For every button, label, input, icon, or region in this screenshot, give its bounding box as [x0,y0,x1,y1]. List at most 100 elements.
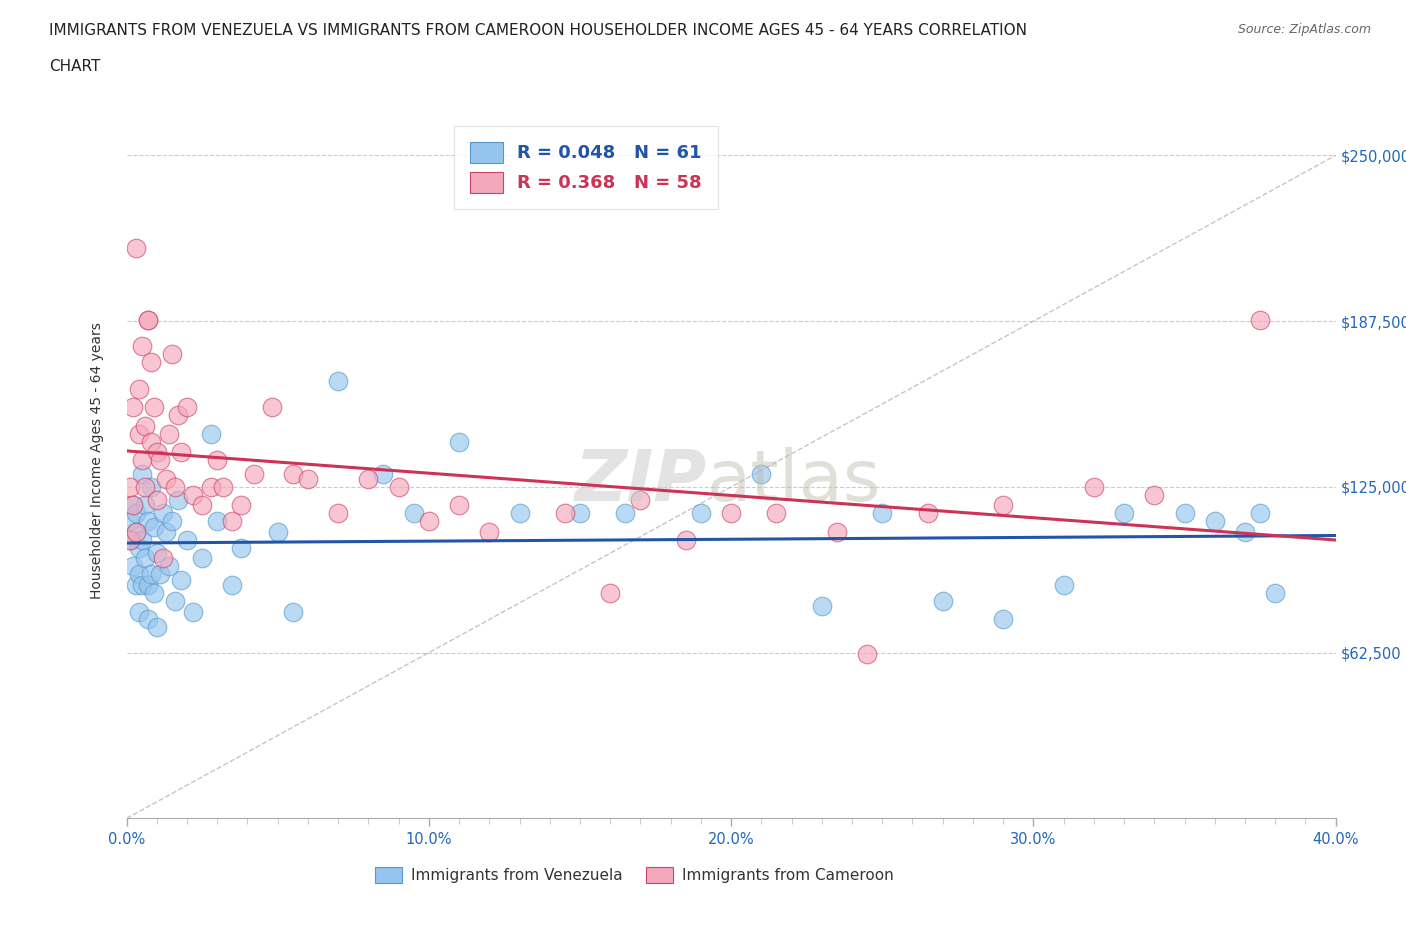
Point [221,578,243,592]
Point [478,525,501,539]
Point [124,578,146,592]
Point [155,472,177,486]
Point [1234,525,1257,539]
Point [993,612,1015,627]
Legend: Immigrants from Venezuela, Immigrants from Cameroon: Immigrants from Venezuela, Immigrants fr… [368,861,900,889]
Point [205,453,228,468]
Point [142,519,165,534]
Point [1264,586,1286,601]
Point [614,506,637,521]
Point [281,466,304,481]
Point [176,400,198,415]
Point [1249,312,1271,327]
Point [136,312,159,327]
Point [146,445,169,459]
Point [118,514,141,529]
Point [402,506,425,521]
Point [128,426,150,441]
Point [1114,506,1136,521]
Point [357,472,380,486]
Point [124,525,146,539]
Point [149,453,172,468]
Point [128,567,150,582]
Point [128,381,150,396]
Point [1249,506,1271,521]
Point [139,434,162,449]
Point [131,578,153,592]
Point [121,400,143,415]
Point [447,498,470,512]
Point [212,480,235,495]
Point [205,514,228,529]
Point [418,514,440,529]
Point [765,506,787,521]
Text: ZIP: ZIP [575,447,707,516]
Point [146,493,169,508]
Point [157,559,180,574]
Point [630,493,652,508]
Point [1143,487,1166,502]
Point [167,408,190,423]
Point [810,599,832,614]
Point [152,506,174,521]
Text: atlas: atlas [707,447,882,516]
Point [675,533,697,548]
Point [163,480,186,495]
Point [689,506,711,521]
Point [118,480,141,495]
Point [191,498,214,512]
Point [568,506,592,521]
Point [373,466,395,481]
Point [136,514,159,529]
Y-axis label: Householder Income Ages 45 - 64 years: Householder Income Ages 45 - 64 years [90,322,104,599]
Point [326,506,350,521]
Point [917,506,939,521]
Text: CHART: CHART [49,59,101,73]
Point [139,567,162,582]
Point [1204,514,1226,529]
Point [155,525,177,539]
Point [181,487,204,502]
Point [599,586,621,601]
Point [170,572,193,587]
Point [124,506,146,521]
Point [388,480,411,495]
Point [1053,578,1076,592]
Point [231,540,253,555]
Point [181,604,204,619]
Point [149,567,172,582]
Point [242,466,264,481]
Point [176,533,198,548]
Point [200,426,222,441]
Point [142,586,165,601]
Point [128,540,150,555]
Point [121,559,143,574]
Point [131,339,153,353]
Point [297,472,319,486]
Point [191,551,214,566]
Point [134,418,156,433]
Point [118,533,141,548]
Point [139,480,162,495]
Point [131,466,153,481]
Point [720,506,742,521]
Point [1173,506,1195,521]
Point [124,241,146,256]
Point [167,493,190,508]
Point [121,498,143,512]
Point [124,525,146,539]
Point [146,620,169,635]
Point [267,525,290,539]
Point [160,347,183,362]
Point [131,453,153,468]
Point [231,498,253,512]
Point [932,593,955,608]
Point [157,426,180,441]
Point [142,400,165,415]
Point [121,498,143,512]
Point [872,506,894,521]
Point [134,551,156,566]
Point [163,593,186,608]
Point [751,466,773,481]
Point [170,445,193,459]
